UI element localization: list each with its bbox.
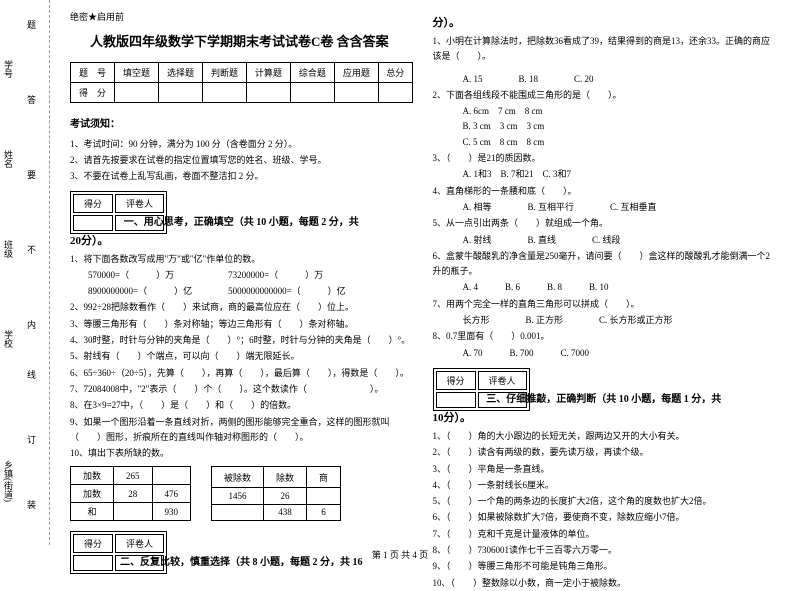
- label-da: 答: [25, 95, 38, 104]
- q-text: 7、72084008中，"2"表示（ ）个（ ）。这个数读作（ ）。: [70, 382, 413, 397]
- q-text: 5、从一点引出两条（ ）就组成一个角。: [433, 216, 776, 231]
- td-score-label: 得 分: [71, 83, 115, 103]
- q-text: 2、下面各组线段不能围成三角形的是（ ）。: [433, 88, 776, 103]
- th-num: 题 号: [71, 63, 115, 83]
- th-calc: 计算题: [246, 63, 290, 83]
- part3-questions: 1、（ ）角的大小跟边的长短无关，跟两边又开的大小有关。 2、（ ）读含有两级的…: [433, 429, 776, 591]
- score-label: 得分: [436, 371, 476, 390]
- exam-title: 人教版四年级数学下学期期末考试试卷C卷 含含答案: [90, 31, 413, 50]
- part1-questions: 1、将下面各数改写成用"万"或"亿"作单位的数。 570000=（ ）万 732…: [70, 252, 413, 462]
- q-text: 5、射线有（ ）个端点，可以向（ ）端无限延长。: [70, 349, 413, 364]
- q-text: 6、65÷360÷（20÷5），先算（ ），再算（ ），最后算（ ），得数是（ …: [70, 366, 413, 381]
- notice-item: 3、不要在试卷上乱写乱画，卷面不整洁扣 2 分。: [70, 168, 413, 184]
- q-text: 3、等腰三角形有（ ）条对称轴；等边三角形有（ ）条对称轴。: [70, 317, 413, 332]
- label-bu: 不: [25, 245, 38, 254]
- label-yao: 要: [25, 170, 38, 179]
- label-xiangzhen: 乡镇(街道): [2, 460, 15, 502]
- addition-table: 加数265 加数28476 和930: [70, 466, 191, 521]
- label-nei: 内: [25, 320, 38, 329]
- part3-points: 10分）。: [433, 409, 776, 425]
- q-text: 8、在3×9=27中，（ ）是（ ）和（ ）的倍数。: [70, 398, 413, 413]
- q-options: A. 射线 B. 直线 C. 线段: [463, 233, 776, 248]
- q-options: A. 15 B. 18 C. 20: [463, 72, 776, 87]
- q-text: 6、（ ）如果被除数扩大7倍，要使商不变，除数应缩小7倍。: [433, 510, 776, 525]
- th-fill: 填空题: [114, 63, 158, 83]
- q-text: 2、（ ）读含有两级的数，要先读万级，再读个级。: [433, 445, 776, 460]
- q-text: 4、30时整，时针与分钟的夹角是（ ）°；6时整，时针与分钟的夹角是（ ）°。: [70, 333, 413, 348]
- part2-points: 分）。: [433, 14, 776, 30]
- grader-label: 评卷人: [478, 371, 527, 390]
- notice-title: 考试须知：: [70, 115, 413, 130]
- q-text: 5、（ ）一个角的两条边的长度扩大2倍，这个角的度数也扩大2倍。: [433, 494, 776, 509]
- q-text: 7、用两个完全一样的直角三角形可以拼成（ ）。: [433, 297, 776, 312]
- th-app: 应用题: [334, 63, 378, 83]
- q-text: 7、（ ）克和千克是计量液体的单位。: [433, 527, 776, 542]
- q-text: 8、0.7里面有（ ）0.001。: [433, 329, 776, 344]
- q-options: A. 4 B. 6 B. 8 B. 10: [463, 280, 776, 295]
- q-text: 10、填出下表所缺的数。: [70, 446, 413, 461]
- q-text: 4、（ ）一条射线长6厘米。: [433, 478, 776, 493]
- right-column: 分）。 1、小明在计算除法时，把除数36看成了39，结果得到的商是13，还余33…: [423, 10, 786, 540]
- secret-label: 绝密★启用前: [70, 10, 413, 23]
- q-text: 9、（ ）等腰三角形不可能是钝角三角形。: [433, 559, 776, 574]
- q-options: A. 1和3 B. 7和21 C. 3和7: [463, 167, 776, 182]
- q-text: 1、将下面各数改写成用"万"或"亿"作单位的数。: [70, 252, 413, 267]
- q-text: 6、盒蒙牛酸酸乳的净含量是250毫升，请问要（ ）盒这样的酸酸乳才能倒满一个2升…: [433, 249, 776, 280]
- label-xuexiao: 学校: [2, 330, 15, 348]
- page-footer: 第 1 页 共 4 页: [0, 548, 800, 561]
- part1-points: 20分）。: [70, 232, 413, 248]
- notice-list: 1、考试时间：90 分钟，满分为 100 分（含卷面分 2 分）。 2、请首先按…: [70, 136, 413, 185]
- q-options: A. 70 B. 700 C. 7000: [463, 346, 776, 361]
- part3-title: 三、仔细推敲，正确判断（共 10 小题，每题 1 分，共: [486, 394, 721, 405]
- label-banji: 班级: [2, 240, 15, 258]
- label-zhuang: 装: [25, 500, 38, 509]
- th-choice: 选择题: [158, 63, 202, 83]
- label-xuehao: 学号: [2, 60, 15, 78]
- binding-column: 题 学号 答 姓名 要 班级 不 内 学校 线 订 乡镇(街道) 装: [0, 0, 50, 545]
- label-xingming: 姓名: [2, 150, 15, 168]
- grader-label: 评卷人: [115, 194, 164, 213]
- q-text: 8900000000=（ ）亿 5000000000000=（ ）亿: [70, 284, 413, 299]
- q-options: 长方形 B. 正方形 C. 长方形或正方形: [463, 313, 776, 328]
- q-text: 4、直角梯形的一条腰和底（ ）。: [433, 184, 776, 199]
- label-ding: 订: [25, 435, 38, 444]
- q-options: A. 相等 B. 互相平行 C. 互相垂直: [463, 200, 776, 215]
- th-total: 总分: [378, 63, 412, 83]
- q-text: 3、（ ）平角是一条直线。: [433, 462, 776, 477]
- q-text: 9、如果一个图形沿着一条直线对折，两侧的图形能够完全重合，这样的图形就叫（ ）图…: [70, 415, 413, 446]
- division-table: 被除数除数商 145626 4386: [211, 466, 341, 521]
- label-xian: 线: [25, 370, 38, 379]
- q-text: 3、（ ）是21的质因数。: [433, 151, 776, 166]
- q-text: 1、小明在计算除法时，把除数36看成了39，结果得到的商是13，还余33。正确的…: [433, 34, 776, 65]
- q-text: 570000=（ ）万 73200000=（ ）万: [70, 268, 413, 283]
- q-text: 1、（ ）角的大小跟边的长短无关，跟两边又开的大小有关。: [433, 429, 776, 444]
- th-judge: 判断题: [202, 63, 246, 83]
- notice-item: 2、请首先按要求在试卷的指定位置填写您的姓名、班级、学号。: [70, 152, 413, 168]
- score-label: 得分: [73, 194, 113, 213]
- q-text: 2、992÷28把除数看作（ ）来试商，商的最高位应在（ ）位上。: [70, 300, 413, 315]
- part1-title: 一、用心思考，正确填空（共 10 小题，每题 2 分，共: [124, 217, 359, 228]
- part2-questions: 1、小明在计算除法时，把除数36看成了39，结果得到的商是13，还余33。正确的…: [433, 34, 776, 361]
- left-column: 绝密★启用前 人教版四年级数学下学期期末考试试卷C卷 含含答案 题 号 填空题 …: [60, 10, 423, 540]
- label-ti: 题: [25, 20, 38, 29]
- score-summary-table: 题 号 填空题 选择题 判断题 计算题 综合题 应用题 总分 得 分: [70, 62, 413, 103]
- q-options: A. 6cm 7 cm 8 cm B. 3 cm 3 cm 3 cm C. 5 …: [463, 104, 776, 150]
- th-comp: 综合题: [290, 63, 334, 83]
- notice-item: 1、考试时间：90 分钟，满分为 100 分（含卷面分 2 分）。: [70, 136, 413, 152]
- q-text: 10、（ ）整数除以小数，商一定小于被除数。: [433, 576, 776, 591]
